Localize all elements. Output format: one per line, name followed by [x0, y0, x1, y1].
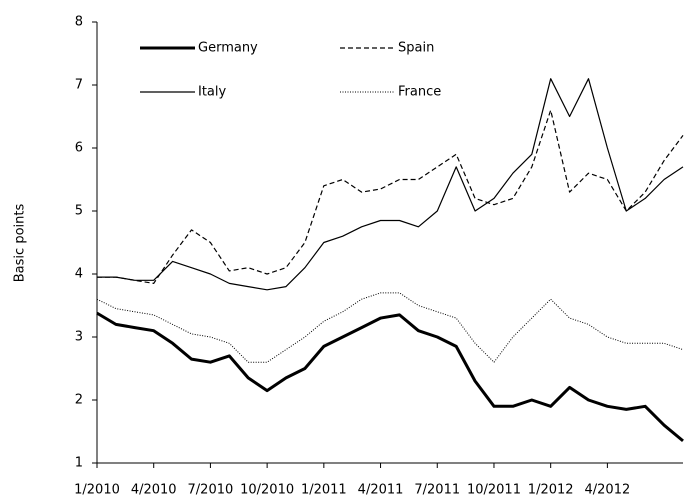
line-series — [96, 292, 684, 363]
y-tick-label: 3 — [75, 330, 83, 345]
x-tick-label: 7/2010 — [188, 483, 234, 498]
x-tick-label: 1/2010 — [74, 483, 120, 498]
x-tick-label: 4/2011 — [358, 483, 404, 498]
x-tick-label: 10/2011 — [467, 483, 521, 498]
x-tick-label: 4/2012 — [585, 483, 631, 498]
x-tick-label: 1/2011 — [301, 483, 347, 498]
y-tick-label: 1 — [75, 456, 83, 471]
x-tick-label: 10/2010 — [240, 483, 294, 498]
x-tick-label: 7/2011 — [414, 483, 460, 498]
x-tick-label: 4/2010 — [131, 483, 177, 498]
line-series — [96, 311, 684, 443]
x-tick-label: 1/2012 — [528, 483, 574, 498]
legend-label: Italy — [198, 85, 227, 100]
line-series — [97, 78, 684, 291]
y-tick-label: 6 — [75, 141, 83, 156]
y-tick-label: 2 — [75, 393, 83, 408]
y-tick-label: 7 — [75, 78, 83, 93]
legend-label: Spain — [398, 41, 434, 56]
y-tick-label: 4 — [75, 267, 83, 282]
y-axis-label: Basic points — [13, 204, 28, 283]
y-tick-label: 8 — [75, 15, 83, 30]
legend-label: France — [398, 85, 441, 100]
y-tick-label: 5 — [75, 204, 83, 219]
line-series — [97, 109, 684, 284]
legend-label: Germany — [198, 41, 258, 56]
